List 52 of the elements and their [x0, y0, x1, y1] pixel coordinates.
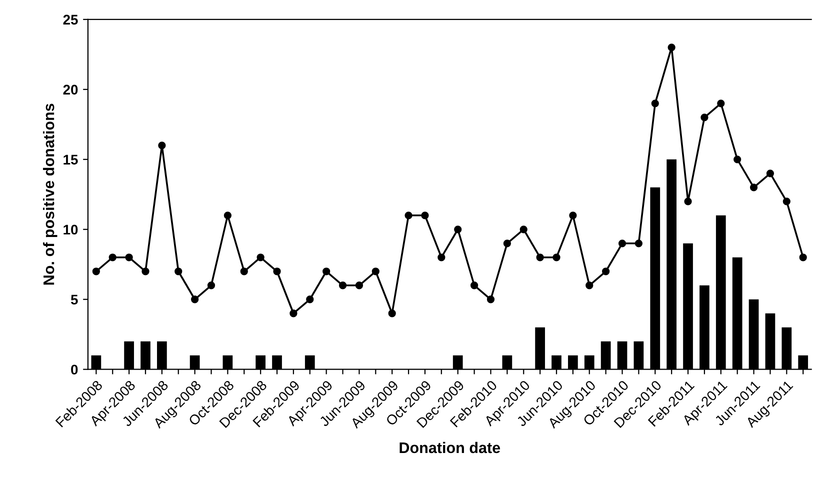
- point: [158, 142, 166, 150]
- point: [224, 212, 232, 220]
- point: [388, 310, 396, 318]
- point: [618, 240, 626, 248]
- point: [651, 100, 659, 108]
- point: [766, 170, 774, 178]
- point: [520, 226, 528, 234]
- point: [290, 310, 298, 318]
- point: [338, 282, 347, 290]
- point: [322, 268, 330, 276]
- point: [355, 282, 364, 290]
- point: [174, 268, 182, 276]
- point: [454, 226, 462, 234]
- point: [700, 114, 708, 122]
- y-tick-label: 15: [64, 154, 78, 165]
- point: [372, 268, 380, 276]
- point: [602, 268, 610, 276]
- y-tick-label: 20: [63, 84, 78, 95]
- point: [190, 296, 199, 304]
- point: [684, 198, 692, 206]
- point: [404, 212, 412, 220]
- point: [552, 254, 560, 262]
- point: [125, 254, 133, 262]
- point: [438, 254, 446, 262]
- point: [108, 254, 116, 262]
- y-axis-title: No. of positive donations: [42, 104, 58, 285]
- y-tick-label: 10: [64, 224, 78, 235]
- y-tick-label: 0: [71, 364, 78, 375]
- y-tick-label: 5: [70, 294, 78, 305]
- point: [273, 268, 281, 276]
- point: [750, 184, 758, 192]
- point: [586, 282, 594, 290]
- point: [634, 240, 643, 248]
- point: [207, 282, 216, 290]
- point: [256, 254, 264, 262]
- point: [470, 282, 478, 290]
- point: [486, 296, 495, 304]
- point: [799, 254, 807, 262]
- point: [421, 212, 429, 220]
- point: [717, 100, 725, 108]
- point: [782, 198, 790, 206]
- x-axis-title: Donation date: [400, 442, 500, 454]
- point: [536, 254, 544, 262]
- point: [734, 156, 742, 164]
- point: [668, 44, 676, 52]
- point: [92, 268, 100, 276]
- point: [240, 268, 248, 276]
- point: [569, 212, 577, 220]
- y-tick-label: 25: [63, 14, 78, 25]
- point: [503, 240, 511, 248]
- point: [306, 296, 314, 304]
- point: [142, 268, 150, 276]
